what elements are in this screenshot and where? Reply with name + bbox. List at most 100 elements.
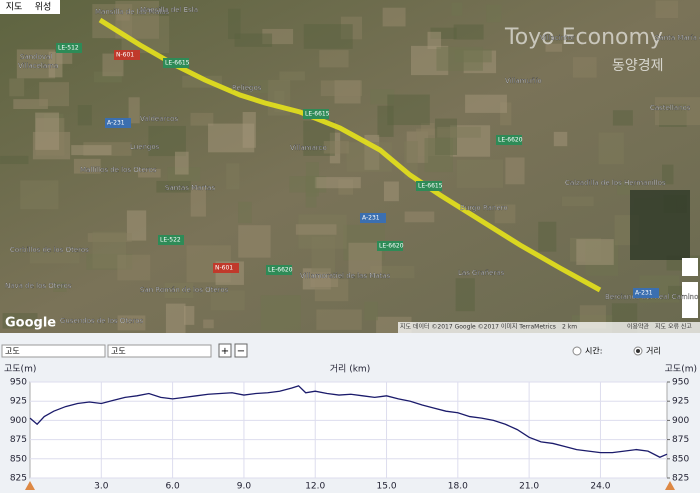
field	[93, 71, 122, 83]
field	[190, 112, 214, 126]
field	[427, 31, 442, 49]
field	[348, 242, 382, 274]
field	[174, 151, 189, 175]
attribution: 지도 데이터 ©2017 Google ©2017 이미지 TerraMetri…	[400, 323, 556, 331]
map-type-bar	[0, 0, 60, 14]
y-axis-label: 고도(m)	[4, 365, 36, 375]
zoom-in-button[interactable]	[218, 343, 232, 358]
place-label: Santa María del Monte de Cea	[655, 34, 700, 42]
report[interactable]: 지도 오류 신고	[655, 323, 692, 331]
field	[53, 281, 67, 292]
field	[248, 80, 269, 94]
y2-tick-label: 825	[672, 474, 689, 484]
field	[561, 196, 594, 207]
place-label: Reliegos	[232, 84, 262, 92]
map-type-button[interactable]: 위성	[35, 2, 52, 13]
place-label: Mallillos de los Oteros	[80, 166, 157, 174]
field	[364, 301, 378, 321]
field	[576, 239, 614, 265]
field	[210, 290, 245, 311]
field	[20, 180, 59, 210]
place-label: Luengos	[130, 143, 160, 151]
field	[295, 224, 337, 235]
road-badge	[496, 135, 522, 145]
y-tick-label: 925	[10, 397, 27, 407]
field	[77, 105, 92, 126]
x-tick-label: 15.0	[377, 482, 397, 492]
field	[655, 0, 679, 19]
x-tick-label: 21.0	[519, 482, 539, 492]
watermark: 동양경제	[612, 58, 664, 74]
y-tick-label: 950	[10, 378, 27, 388]
place-label: Villamarco	[290, 144, 327, 152]
plot-area	[29, 381, 668, 479]
road-badge	[303, 109, 329, 119]
zoom-control[interactable]	[682, 282, 698, 318]
road-badge	[416, 181, 442, 191]
radio-label[interactable]: 시간:	[585, 346, 602, 356]
place-label: Santas Martas	[165, 184, 215, 192]
road-badge	[158, 235, 184, 245]
map-type-button[interactable]: 지도	[6, 2, 23, 13]
attribution-bar	[398, 322, 700, 333]
field	[538, 221, 557, 252]
pegman[interactable]	[682, 258, 698, 276]
field	[182, 75, 222, 88]
field	[92, 4, 133, 39]
zoom-out-label[interactable]: −	[237, 346, 245, 357]
field	[500, 102, 512, 126]
road-label: A-231	[107, 120, 125, 127]
place-label: Castellanos	[650, 104, 691, 112]
place-label: Calzadilla de los Hermanillos	[565, 179, 666, 187]
select-text[interactable]: 고도	[5, 347, 20, 356]
field	[305, 175, 317, 208]
field	[598, 132, 624, 165]
road-badge	[377, 241, 403, 251]
place-label: Villacelama	[18, 62, 58, 70]
watermark: Toyo Economy	[504, 25, 663, 50]
place-label: Nava de los Oteros	[5, 282, 72, 290]
road-label: LE-6615	[165, 60, 190, 67]
field	[654, 97, 700, 126]
field	[430, 27, 457, 39]
field	[382, 7, 406, 27]
field	[387, 94, 430, 126]
select[interactable]	[107, 344, 212, 358]
field	[545, 43, 563, 52]
field	[138, 168, 161, 178]
radio[interactable]	[572, 346, 582, 356]
select-text[interactable]: 고도	[111, 347, 126, 356]
field	[465, 94, 507, 113]
radio-label[interactable]: 거리	[646, 347, 661, 356]
place-label: Villacintor	[540, 34, 575, 42]
select[interactable]	[1, 344, 106, 358]
scale: 2 km	[562, 324, 577, 331]
road-badge	[105, 118, 131, 128]
zoom-out-button[interactable]	[234, 343, 248, 358]
field	[156, 180, 191, 193]
y-tick-label: 900	[10, 416, 27, 426]
road-label: N-601	[215, 265, 233, 272]
field	[39, 82, 70, 107]
field	[279, 71, 305, 81]
field	[0, 155, 29, 165]
field	[505, 157, 525, 185]
field	[303, 24, 353, 49]
road-badge	[633, 288, 659, 298]
field	[13, 99, 48, 110]
zoom-in-label[interactable]: +	[221, 346, 229, 357]
place-label: Sandoval	[20, 53, 52, 61]
place-label: Villamuñío	[505, 77, 542, 85]
x-tick-label: 6.0	[165, 482, 180, 492]
field	[662, 164, 674, 185]
field	[260, 295, 301, 331]
road-label: A-231	[635, 290, 653, 297]
terms[interactable]: 이용약관	[627, 323, 650, 331]
y2-tick-label: 850	[672, 454, 689, 464]
road-label: A-231	[362, 215, 380, 222]
field	[226, 163, 240, 190]
field	[310, 276, 339, 288]
y-tick-label: 850	[10, 454, 27, 464]
field	[48, 51, 63, 78]
